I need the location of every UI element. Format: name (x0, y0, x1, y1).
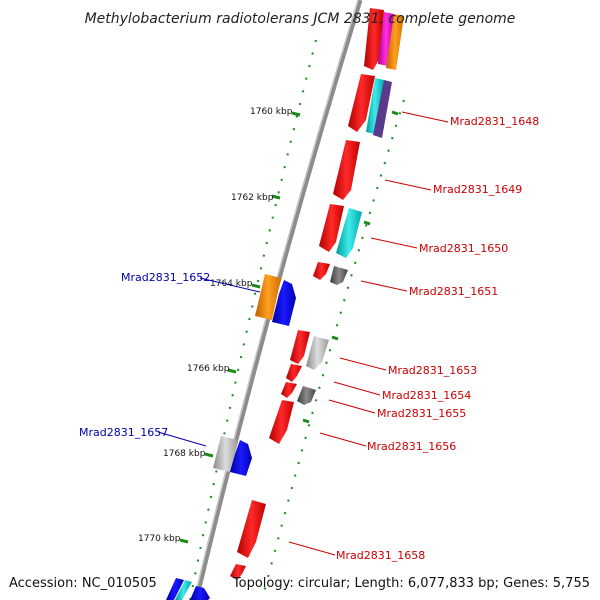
gene-arrow-bottom-red[interactable] (230, 564, 246, 580)
gene-label-1654[interactable]: Mrad2831_1654 (382, 389, 471, 402)
leader-line-1656 (319, 432, 367, 447)
gene-label-1656[interactable]: Mrad2831_1656 (367, 440, 456, 453)
inner-tick-3 (331, 335, 339, 341)
tick-label-1768: 1768 kbp (163, 449, 206, 459)
gene-arrow-1656[interactable] (269, 400, 294, 444)
inner-dotted-track (261, 99, 405, 600)
leader-line-1652 (199, 277, 261, 293)
gene-arrow-1648-red[interactable] (348, 74, 375, 132)
gene-label-1651[interactable]: Mrad2831_1651 (409, 285, 498, 298)
gene-label-1658[interactable]: Mrad2831_1658 (336, 549, 425, 562)
tick-label-1764: 1764 kbp (210, 279, 253, 289)
gene-arrow-1657-gray[interactable] (213, 436, 238, 472)
gene-arrow-top-red[interactable] (364, 8, 384, 70)
gene-arrow-1650-cyan[interactable] (336, 208, 362, 258)
gene-label-1655[interactable]: Mrad2831_1655 (377, 407, 466, 420)
gene-label-1648[interactable]: Mrad2831_1648 (450, 115, 539, 128)
gene-arrow-1655-dark[interactable] (297, 386, 316, 405)
leader-line-1658 (288, 541, 336, 556)
inner-tick-1 (391, 110, 399, 116)
gene-label-1653[interactable]: Mrad2831_1653 (388, 364, 477, 377)
leader-line-1648 (401, 111, 449, 123)
gene-arrow-1653-gray[interactable] (306, 336, 329, 370)
gene-arrow-1658[interactable] (237, 500, 266, 558)
gene-arrow-1655-red[interactable] (281, 382, 297, 398)
gene-arrow-1648-cyan[interactable] (366, 78, 384, 134)
gene-arrow-top-orange[interactable] (386, 14, 404, 70)
tick-mark-1768 (204, 452, 214, 458)
tick-mark-1770 (179, 538, 189, 544)
leader-line-1649 (384, 179, 432, 191)
tick-mark-1762 (271, 194, 281, 200)
topology-text: Topology: circular; Length: 6,077,833 bp… (232, 576, 590, 591)
gene-label-1652[interactable]: Mrad2831_1652 (121, 271, 210, 284)
tick-label-1760: 1760 kbp (250, 107, 293, 117)
gene-arrow-1649[interactable] (333, 140, 360, 200)
gene-arrow-1657-blue[interactable] (230, 440, 252, 476)
gene-arrow-1652-orange[interactable] (255, 274, 281, 320)
gene-arrow-1651-red[interactable] (313, 262, 330, 280)
leader-line-1655 (328, 399, 376, 414)
gene-arrow-1653-red[interactable] (290, 330, 310, 364)
leader-line-1651 (360, 280, 408, 292)
tick-mark-1760 (291, 111, 301, 117)
gene-arrow-1648-purple[interactable] (373, 80, 392, 138)
tick-label-1770: 1770 kbp (138, 534, 181, 544)
inner-tick-4 (302, 418, 310, 424)
gene-label-1649[interactable]: Mrad2831_1649 (433, 183, 522, 196)
leader-line-1650 (370, 237, 418, 249)
tick-label-1762: 1762 kbp (231, 193, 274, 203)
gene-arrow-bottom-blue[interactable] (166, 578, 184, 600)
inner-tick-2 (363, 220, 371, 226)
leader-line-1654 (333, 381, 381, 396)
tick-label-1766: 1766 kbp (187, 364, 230, 374)
gene-arrow-1652-blue[interactable] (272, 280, 296, 326)
gene-arrow-top-magenta[interactable] (378, 12, 394, 66)
leader-line-1653 (339, 357, 387, 371)
accession-text: Accession: NC_010505 (9, 576, 157, 591)
leader-line-1657 (157, 431, 207, 447)
gene-arrow-1651-dark[interactable] (330, 266, 348, 285)
tick-mark-1766 (227, 368, 237, 374)
genome-title: Methylobacterium radiotolerans JCM 2831,… (85, 11, 516, 27)
gene-arrow-1654[interactable] (286, 364, 302, 382)
gene-arrow-bottom-cyan[interactable] (175, 580, 192, 600)
gene-arrow-1650-red[interactable] (319, 204, 344, 252)
tick-mark-1764 (251, 283, 261, 289)
gene-label-1657[interactable]: Mrad2831_1657 (79, 426, 168, 439)
gene-label-1650[interactable]: Mrad2831_1650 (419, 242, 508, 255)
gene-arrow-bottom-blue-2[interactable] (190, 586, 210, 600)
